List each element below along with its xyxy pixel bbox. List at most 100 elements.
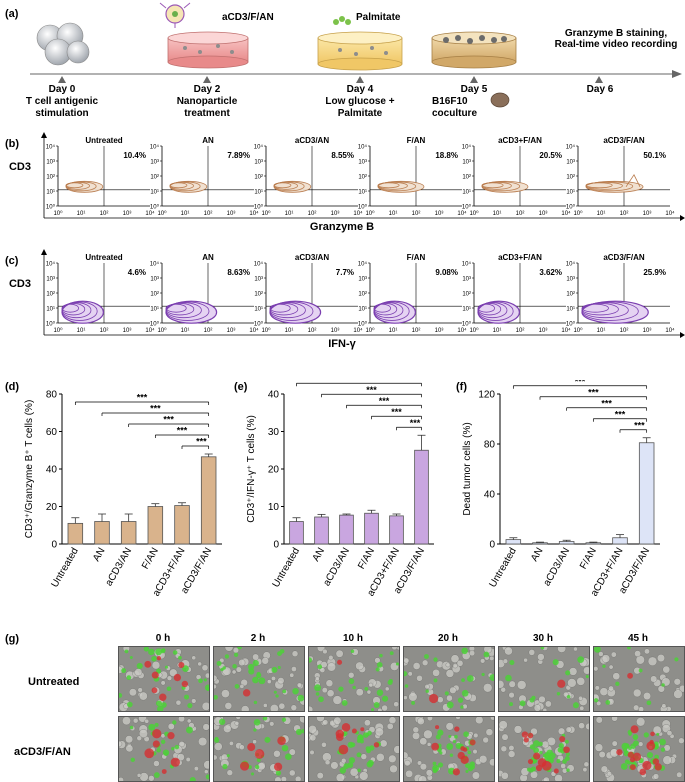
cell [598, 651, 604, 657]
cell [235, 717, 241, 720]
cell [214, 684, 217, 690]
significance-label: *** [391, 407, 402, 417]
cell [191, 698, 197, 704]
green-cell [226, 754, 230, 758]
flow-group-title: aCD3/F/AN [603, 136, 645, 145]
green-cell [628, 746, 632, 751]
green-cell [198, 678, 203, 684]
green-cell [556, 692, 561, 696]
green-cell [295, 728, 303, 736]
red-cell [152, 740, 160, 748]
flow-xtick-label: 10¹ [389, 211, 398, 217]
bar-category-label: AN [91, 546, 107, 564]
cell [523, 657, 528, 663]
cell [662, 755, 672, 765]
cell [537, 653, 545, 661]
cell [504, 647, 513, 656]
green-cell [297, 694, 304, 702]
cell [421, 659, 429, 666]
flow-xtick-label: 10² [620, 211, 629, 217]
green-cell [626, 760, 631, 765]
green-cell [224, 654, 230, 659]
green-cell [129, 656, 133, 660]
cell [348, 672, 355, 679]
row-label: Untreated [28, 676, 80, 688]
cell [291, 650, 299, 657]
red-cell [541, 760, 552, 771]
significance-label: *** [137, 393, 148, 403]
cell [611, 717, 618, 722]
green-cell [632, 734, 639, 740]
cell [633, 688, 642, 698]
cell [203, 760, 209, 770]
flow-contour [169, 182, 188, 189]
cell [502, 658, 508, 664]
timepoint-label: 2 h [250, 633, 266, 644]
cell [393, 701, 399, 707]
flow-ytick-label: 10⁴ [358, 261, 368, 268]
green-cell [136, 662, 143, 670]
bar-ytick-label: 120 [478, 390, 495, 401]
micrograph [498, 716, 590, 782]
cell [533, 704, 542, 711]
red-cell [639, 768, 647, 776]
cell [455, 717, 461, 720]
green-cell [455, 742, 462, 749]
micrograph [593, 716, 685, 782]
green-cell [186, 726, 193, 734]
panel-f-label: (f) [456, 381, 467, 393]
flow-xtick-label: 10⁰ [469, 210, 479, 217]
green-cell [271, 666, 278, 673]
red-cell [152, 729, 162, 739]
flow-ytick-label: 10⁴ [566, 261, 576, 268]
green-cell [615, 681, 620, 686]
timepoint-label: 20 h [437, 633, 458, 644]
green-cell [446, 743, 454, 750]
green-cell [373, 702, 380, 708]
red-cell [335, 733, 344, 741]
green-cell [509, 702, 514, 707]
cell [328, 655, 334, 661]
cell [391, 647, 398, 651]
cell [650, 675, 658, 683]
bar [612, 537, 628, 545]
cell [666, 730, 673, 736]
flow-ytick-label: 10¹ [254, 307, 263, 313]
flow-ytick-label: 10² [254, 175, 263, 181]
cell [322, 648, 328, 655]
red-cell [629, 764, 636, 771]
cell [425, 769, 433, 777]
green-cell [465, 769, 469, 773]
red-cell [170, 757, 180, 767]
flow-percent: 50.1% [643, 151, 666, 160]
red-cell [277, 736, 286, 746]
green-cell [262, 717, 268, 721]
flow-ytick-label: 10³ [150, 160, 159, 166]
bar-ytick-label: 60 [46, 427, 58, 438]
green-cell [367, 759, 374, 766]
green-cell [233, 652, 239, 657]
cell [565, 726, 572, 733]
green-cell [256, 758, 261, 763]
cell [309, 725, 317, 734]
flow-ytick-label: 10³ [46, 277, 55, 283]
flow-ylabel: CD3 [9, 278, 31, 290]
flow-axis-arrow [680, 332, 685, 338]
cell [309, 705, 314, 711]
flow-ytick-label: 10⁴ [358, 144, 368, 151]
cell [456, 659, 464, 667]
cell [638, 706, 644, 711]
cell [661, 703, 667, 709]
flow-group-title: F/AN [407, 253, 426, 262]
cell [583, 761, 589, 768]
cell [175, 699, 182, 706]
flow-ytick-label: 10⁴ [462, 261, 472, 268]
cell [355, 688, 364, 697]
flow-contour [273, 182, 292, 189]
cell [224, 647, 234, 652]
cell [204, 769, 209, 774]
green-cell [253, 728, 257, 732]
cell [138, 729, 148, 739]
green-cell [156, 705, 164, 711]
flow-ytick-label: 10² [566, 292, 575, 298]
